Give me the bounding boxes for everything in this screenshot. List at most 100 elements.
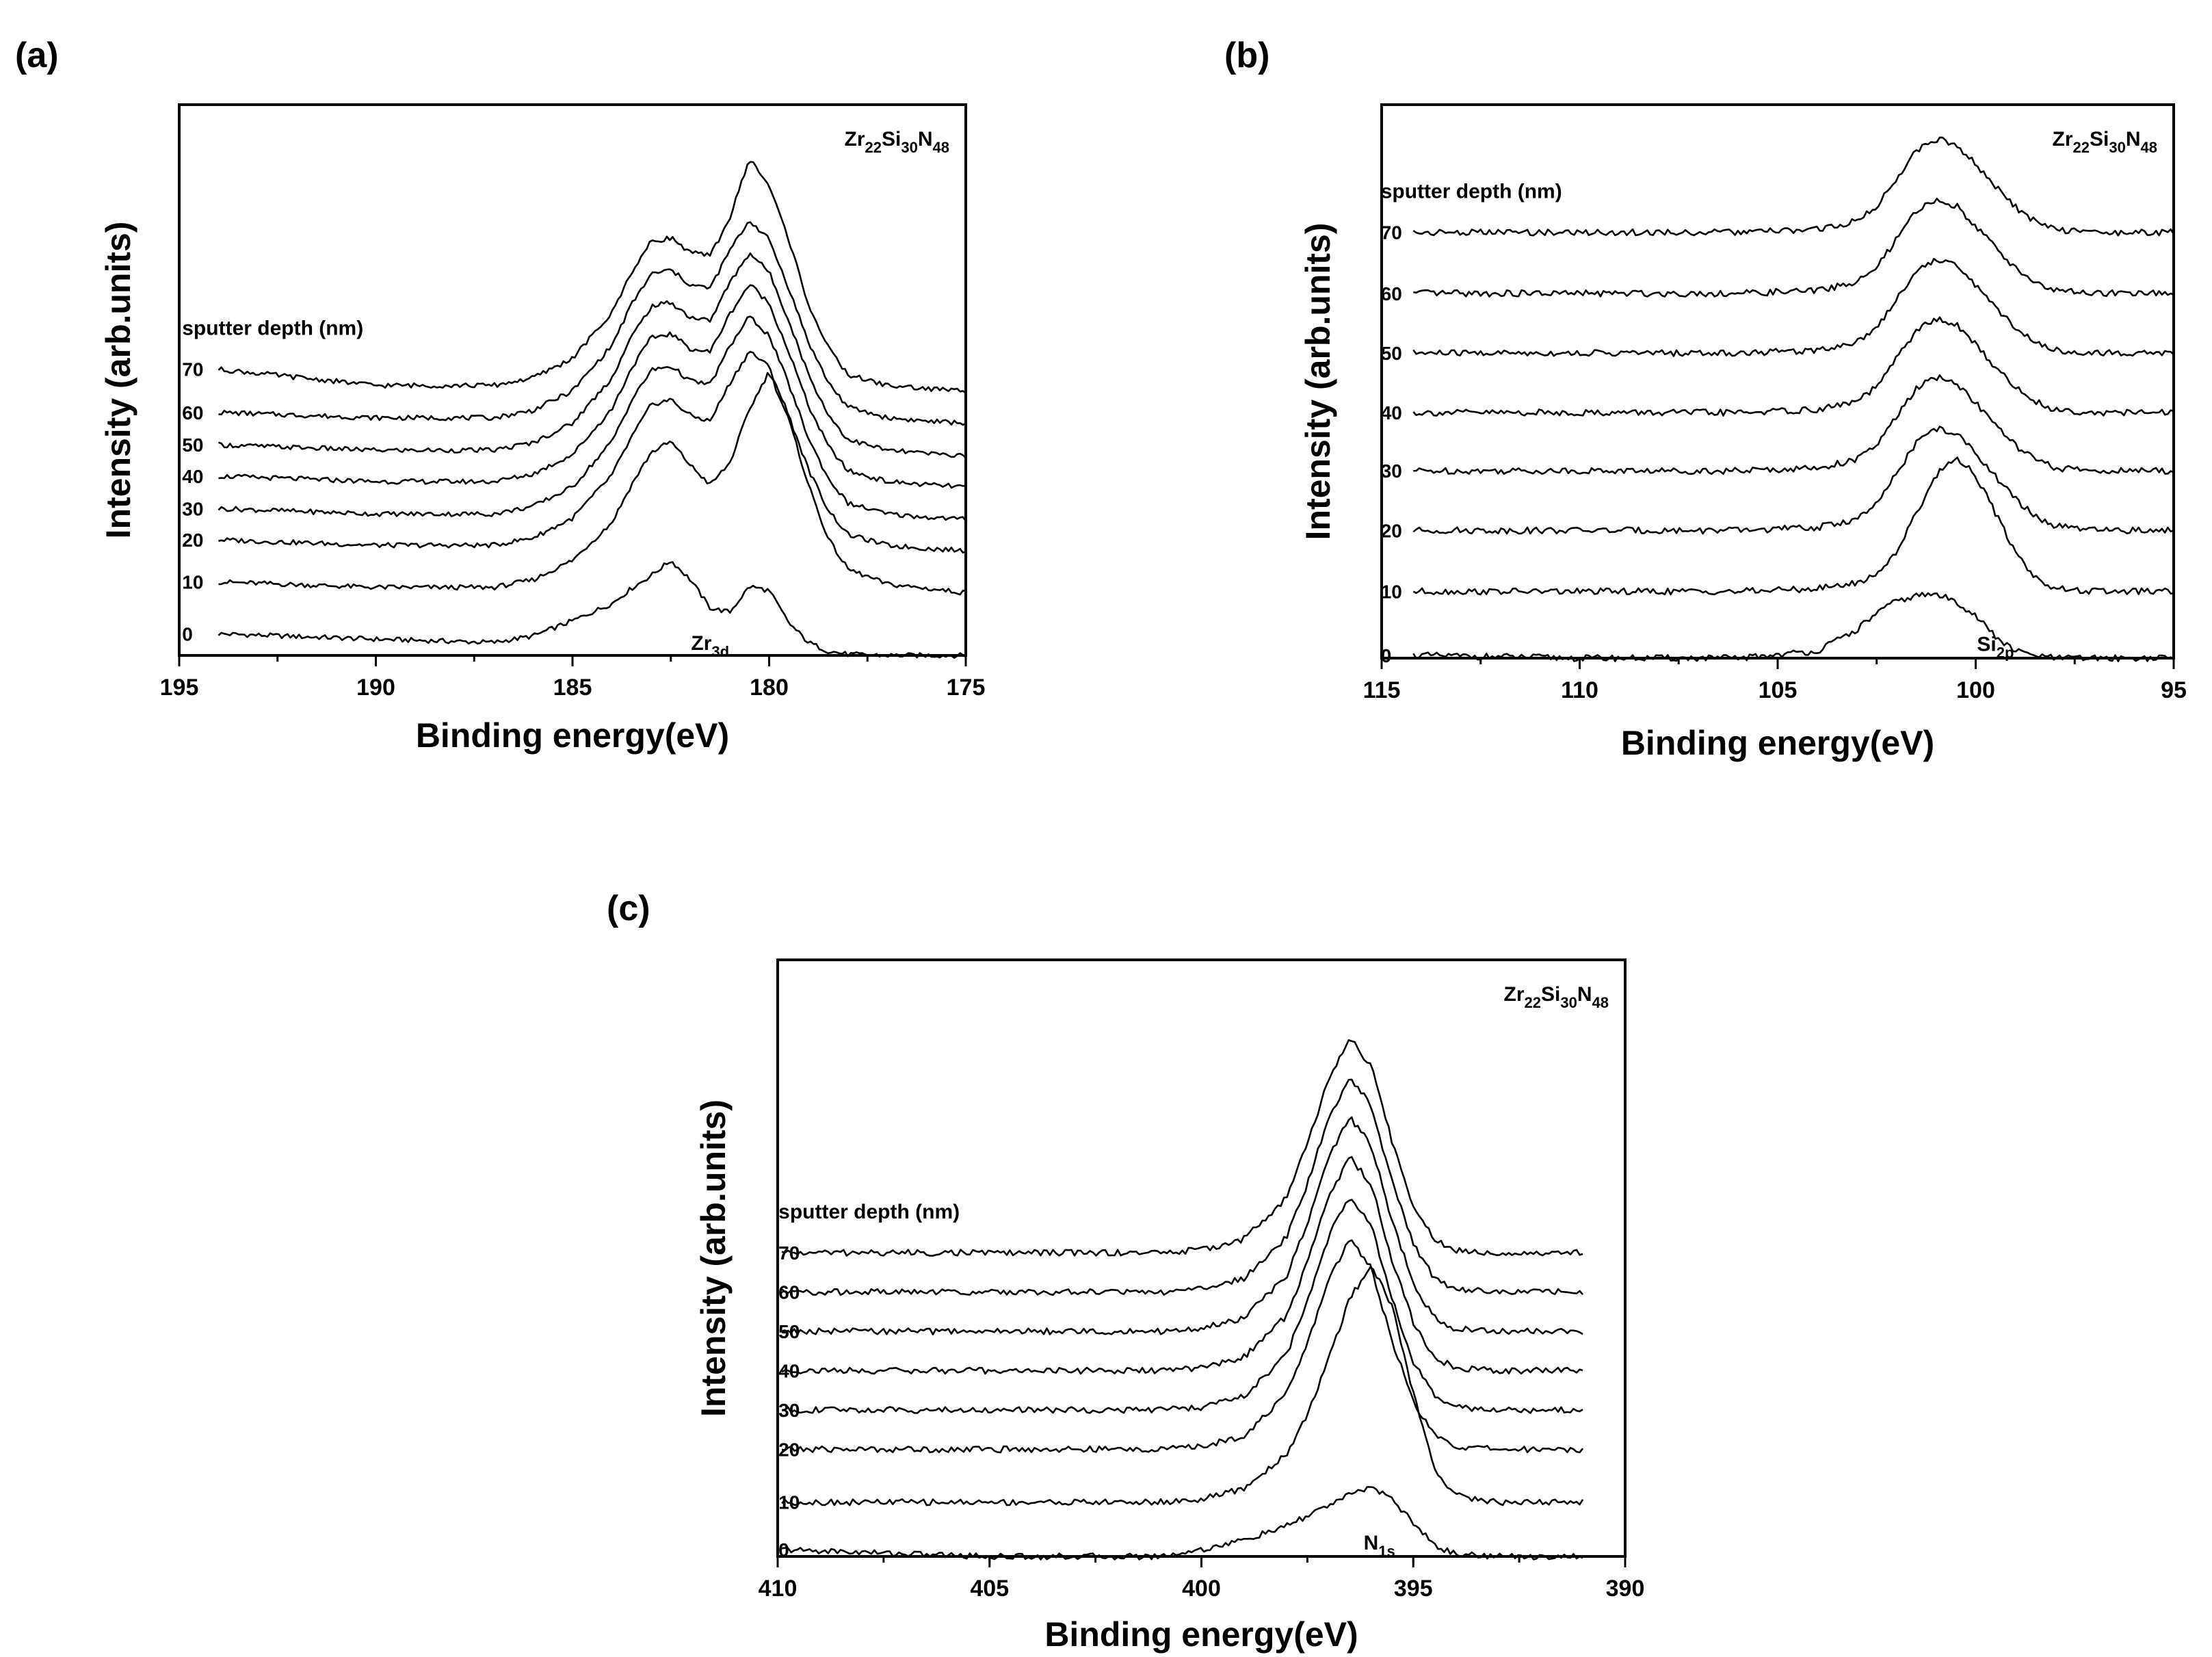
series-line-depth-0 bbox=[782, 1486, 1583, 1561]
series-line-depth-40 bbox=[218, 284, 966, 489]
peak-element: Si bbox=[1977, 634, 1996, 656]
x-tick-label: 115 bbox=[1363, 677, 1401, 703]
composition-subscript: 30 bbox=[901, 139, 917, 156]
series-line-depth-60 bbox=[781, 1078, 1584, 1296]
composition-element: Si bbox=[882, 128, 901, 151]
series-line-depth-60 bbox=[218, 221, 966, 426]
plot-frame bbox=[178, 103, 967, 657]
series-line-depth-0 bbox=[1412, 592, 2174, 662]
series-label-depth: 70 bbox=[182, 359, 203, 380]
x-tick-label: 405 bbox=[970, 1576, 1009, 1602]
plot-frame bbox=[776, 958, 1627, 1558]
series-label-depth: 30 bbox=[182, 498, 203, 519]
x-axis-title: Binding energy(eV) bbox=[1044, 1615, 1358, 1654]
composition-element: Si bbox=[1541, 983, 1560, 1006]
series-label-depth: 40 bbox=[1381, 402, 1402, 423]
series-label-depth: 50 bbox=[182, 434, 203, 456]
panel-label: (a) bbox=[15, 36, 59, 75]
x-tick-label: 175 bbox=[947, 675, 986, 701]
series-line-depth-70 bbox=[1412, 136, 2175, 237]
x-tick-label: 185 bbox=[553, 675, 592, 701]
x-tick-label: 100 bbox=[1956, 677, 1995, 703]
composition-element: Zr bbox=[845, 128, 865, 151]
series-label-depth: 0 bbox=[182, 623, 193, 644]
peak-subscript: 1s bbox=[1378, 1543, 1395, 1560]
x-tick-label: 195 bbox=[160, 675, 199, 701]
composition-label: Zr22Si30N48 bbox=[2053, 128, 2157, 156]
composition-subscript: 48 bbox=[1592, 994, 1609, 1011]
x-tick-label: 390 bbox=[1606, 1576, 1645, 1602]
composition-subscript: 48 bbox=[933, 139, 949, 156]
series-label-depth: 70 bbox=[1381, 222, 1402, 244]
series-label-depth: 60 bbox=[778, 1282, 800, 1303]
composition-subscript: 30 bbox=[2109, 139, 2125, 156]
series-line-depth-50 bbox=[1412, 258, 2174, 357]
series-label-depth: 60 bbox=[182, 402, 203, 423]
series-header: sputter depth (nm) bbox=[182, 317, 363, 340]
series-line-depth-30 bbox=[781, 1199, 1583, 1414]
series-line-depth-40 bbox=[1412, 316, 2174, 417]
peak-element: Zr bbox=[691, 632, 711, 655]
series-line-depth-0 bbox=[218, 561, 966, 659]
composition-subscript: 48 bbox=[2141, 139, 2157, 156]
series-line-depth-20 bbox=[1412, 426, 2174, 535]
series-line-depth-40 bbox=[781, 1156, 1583, 1375]
series-line-depth-60 bbox=[1413, 198, 2174, 298]
composition-subscript: 22 bbox=[1525, 994, 1541, 1011]
composition-label: Zr22Si30N48 bbox=[1504, 983, 1609, 1011]
series-label-depth: 40 bbox=[778, 1360, 800, 1381]
x-tick-label: 190 bbox=[356, 675, 395, 701]
peak-element: N bbox=[1364, 1532, 1379, 1554]
series-line-depth-10 bbox=[218, 371, 966, 596]
panel-label: (b) bbox=[1224, 36, 1269, 75]
series-label-depth: 60 bbox=[1381, 283, 1402, 304]
series-line-depth-70 bbox=[218, 161, 966, 394]
y-axis-title: Intensity (arb.units) bbox=[694, 1099, 733, 1417]
series-line-depth-10 bbox=[781, 1266, 1584, 1506]
series-label-depth: 50 bbox=[778, 1321, 800, 1342]
peak-label: N1s bbox=[1364, 1532, 1395, 1560]
x-tick-label: 410 bbox=[759, 1576, 798, 1602]
composition-subscript: 22 bbox=[865, 139, 882, 156]
x-tick-label: 180 bbox=[750, 675, 789, 701]
peak-subscript: 2p bbox=[1997, 644, 2014, 662]
chart-panel-0: (a) 195 190 185 180 175 Binding energy(eV) Inte… bbox=[15, 36, 985, 755]
composition-element: Si bbox=[2090, 128, 2109, 151]
series-line-depth-50 bbox=[218, 252, 966, 458]
composition-element: Zr bbox=[1504, 983, 1525, 1006]
peak-label: Zr3d bbox=[691, 632, 729, 660]
peak-subscript: 3d bbox=[711, 643, 729, 660]
x-axis-title: Binding energy(eV) bbox=[416, 716, 729, 755]
composition-element: Zr bbox=[2053, 128, 2073, 151]
x-tick-label: 105 bbox=[1759, 677, 1798, 703]
series-line-depth-20 bbox=[781, 1239, 1584, 1454]
series-line-depth-30 bbox=[1413, 374, 2174, 475]
series-label-depth: 0 bbox=[778, 1539, 789, 1561]
composition-subscript: 30 bbox=[1560, 994, 1577, 1011]
composition-subscript: 22 bbox=[2073, 139, 2090, 156]
composition-element: N bbox=[1577, 983, 1592, 1006]
composition-element: N bbox=[918, 128, 933, 151]
series-line-depth-20 bbox=[218, 350, 966, 553]
x-tick-label: 95 bbox=[2161, 677, 2187, 703]
series-label-depth: 30 bbox=[778, 1400, 800, 1421]
x-tick-label: 395 bbox=[1394, 1576, 1433, 1602]
series-line-depth-70 bbox=[781, 1039, 1583, 1257]
series-label-depth: 10 bbox=[182, 572, 203, 593]
composition-element: N bbox=[2126, 128, 2141, 151]
peak-label: Si2p bbox=[1977, 634, 2014, 662]
series-header: sputter depth (nm) bbox=[1381, 181, 1562, 203]
y-axis-title: Intensity (arb.units) bbox=[1299, 223, 1337, 540]
series-label-depth: 10 bbox=[778, 1492, 800, 1513]
x-tick-label: 110 bbox=[1561, 677, 1598, 703]
series-line-depth-30 bbox=[218, 315, 967, 522]
series-label-depth: 70 bbox=[778, 1242, 800, 1264]
series-label-depth: 10 bbox=[1381, 582, 1402, 603]
series-label-depth: 20 bbox=[182, 530, 203, 551]
series-label-depth: 0 bbox=[1381, 645, 1392, 666]
series-line-depth-10 bbox=[1412, 456, 2174, 596]
series-label-depth: 30 bbox=[1381, 460, 1402, 482]
